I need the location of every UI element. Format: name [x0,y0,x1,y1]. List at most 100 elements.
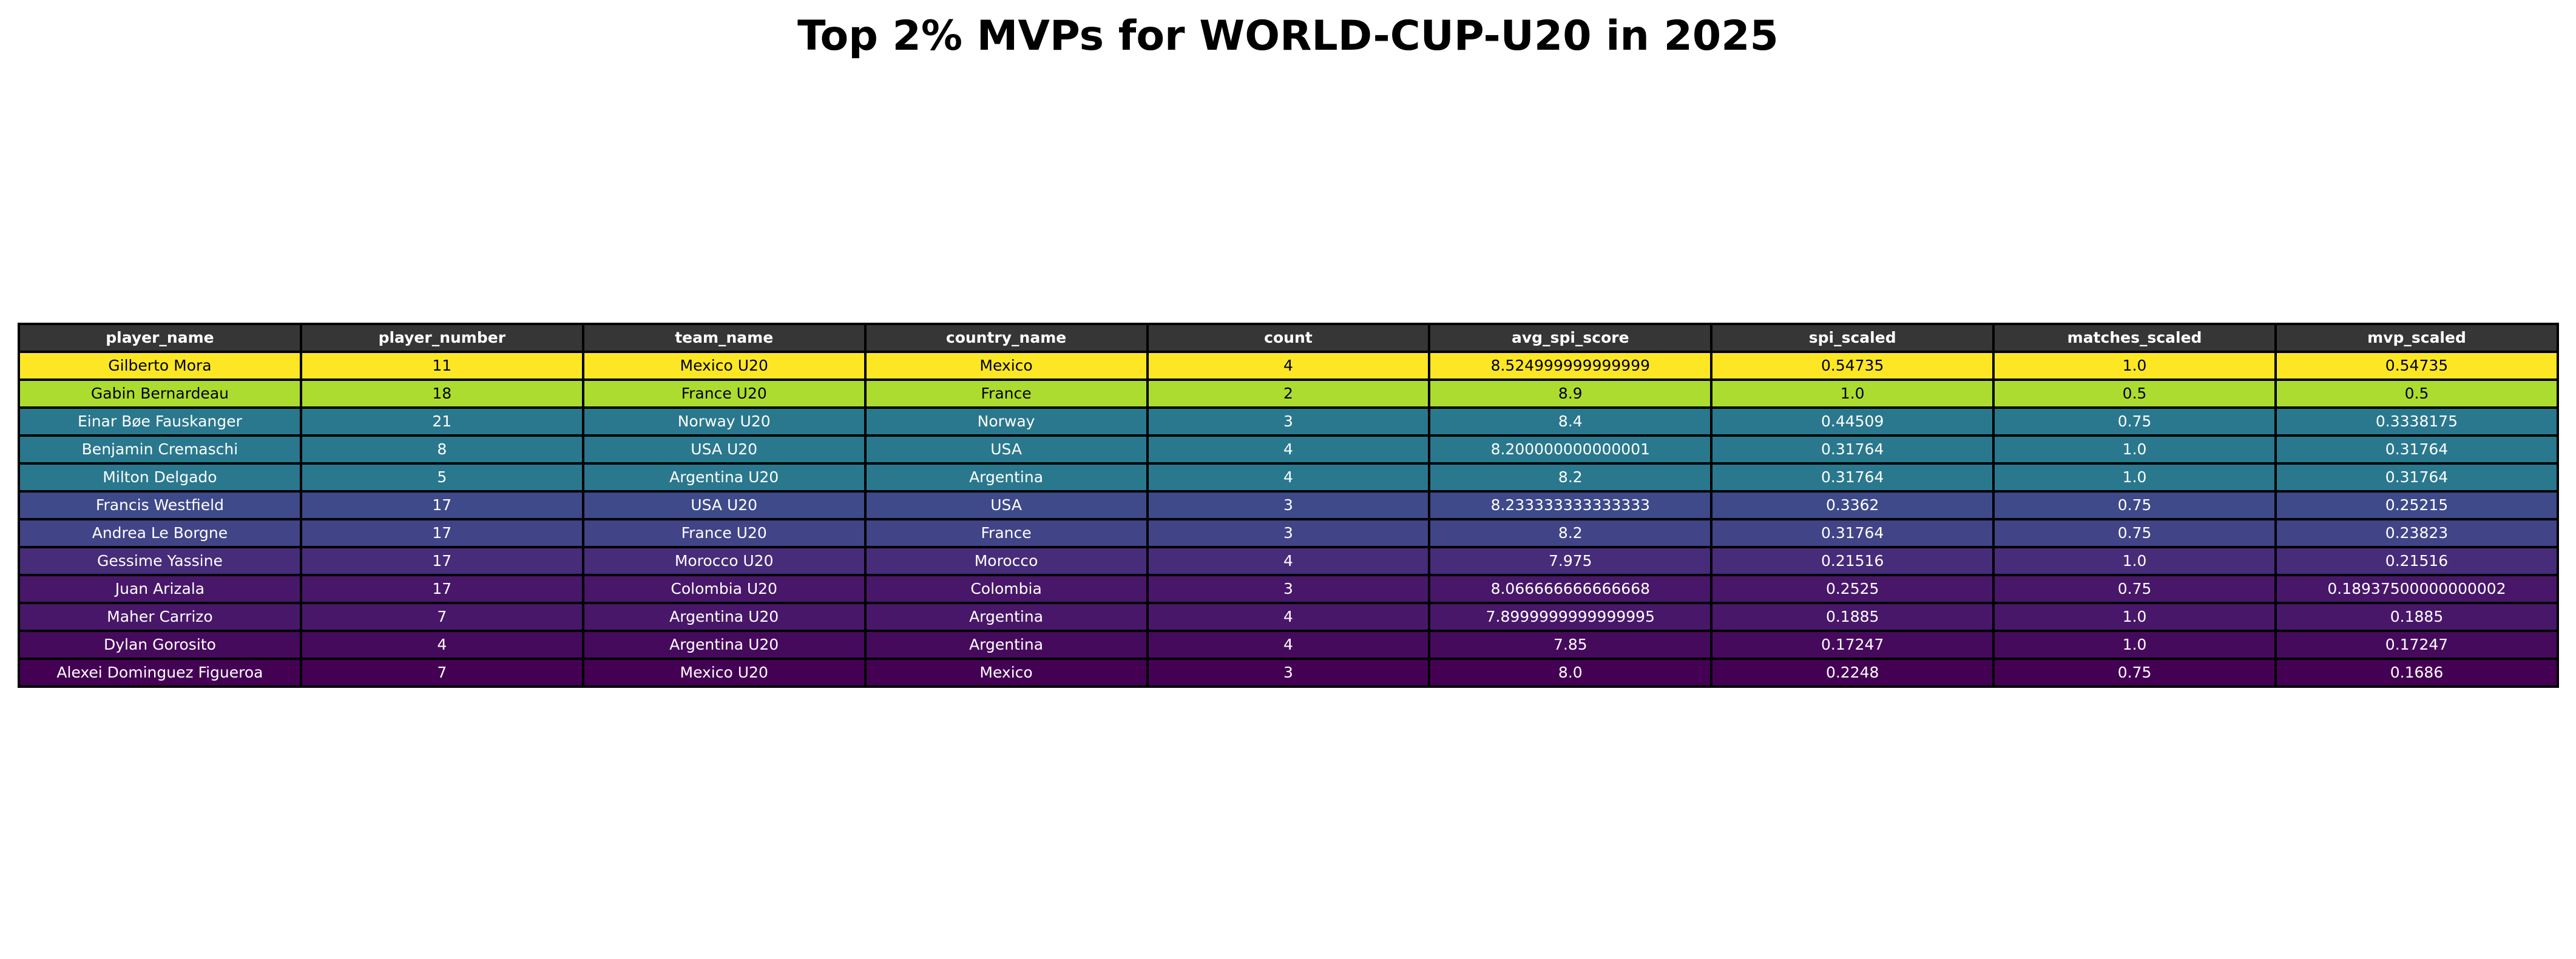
table-cell-mvp-scaled: 0.17247 [2274,630,2559,660]
table-row: Dylan Gorosito 4 Argentina U20 Argentina 4 7.… [18,630,2559,660]
table-cell-count: 2 [1146,379,1431,409]
table-cell-matches-scaled: 0.75 [1992,574,2277,604]
table-cell-player-name: Milton Delgado [18,462,302,493]
table-row: Gilberto Mora 11 Mexico U20 Mexico 4 8.524999… [18,351,2559,381]
table-cell-count: 3 [1146,658,1431,688]
table-cell-country-name: Mexico [864,351,1149,381]
table-cell-count: 3 [1146,406,1431,437]
table-row: Andrea Le Borgne 17 France U20 France 3 8.2 0.… [18,518,2559,548]
table-body: Gilberto Mora 11 Mexico U20 Mexico 4 8.524999… [18,351,2559,688]
table-cell-country-name: Argentina [864,602,1149,632]
table-cell-count: 4 [1146,462,1431,493]
table-cell-matches-scaled: 1.0 [1992,434,2277,465]
table-cell-matches-scaled: 1.0 [1992,351,2277,381]
table-cell-mvp-scaled: 0.23823 [2274,518,2559,548]
table-cell-matches-scaled: 1.0 [1992,602,2277,632]
table-row: Gabin Bernardeau 18 France U20 France 2 8.9 1.… [18,379,2559,409]
table-cell-mvp-scaled: 0.21516 [2274,546,2559,576]
table-cell-country-name: Morocco [864,546,1149,576]
table-cell-player-number: 17 [299,546,584,576]
table-row: Alexei Dominguez Figueroa 7 Mexico U20 Mexi… [18,658,2559,688]
column-header-player-name: player_name [18,323,302,353]
table-row: Einar Bøe Fauskanger 21 Norway U20 Norway 3 8… [18,406,2559,437]
table-cell-team-name: Mexico U20 [581,658,867,688]
table-cell-team-name: Colombia U20 [581,574,867,604]
table-cell-team-name: Argentina U20 [581,630,867,660]
table-cell-count: 4 [1146,630,1431,660]
table-cell-avg-spi-score: 8.9 [1428,379,1713,409]
table-cell-matches-scaled: 0.75 [1992,406,2277,437]
table-cell-avg-spi-score: 8.200000000000001 [1428,434,1713,465]
table-cell-team-name: Argentina U20 [581,462,867,493]
table-cell-spi-scaled: 0.31764 [1710,518,1995,548]
table-cell-player-name: Dylan Gorosito [18,630,302,660]
column-header-matches-scaled: matches_scaled [1992,323,2277,353]
table-cell-avg-spi-score: 8.0 [1428,658,1713,688]
table-cell-team-name: France U20 [581,518,867,548]
table-cell-avg-spi-score: 8.524999999999999 [1428,351,1713,381]
column-header-country-name: country_name [864,323,1149,353]
table-cell-player-number: 8 [299,434,584,465]
table-cell-player-name: Maher Carrizo [18,602,302,632]
table-row: Gessime Yassine 17 Morocco U20 Morocco 4 7.97… [18,546,2559,576]
table-cell-player-number: 17 [299,574,584,604]
column-header-team-name: team_name [581,323,867,353]
table-cell-count: 4 [1146,602,1431,632]
table-cell-country-name: Mexico [864,658,1149,688]
table-header: player_name player_number team_name country… [18,323,2559,353]
table-cell-matches-scaled: 1.0 [1992,462,2277,493]
mvp-table: player_name player_number team_name country… [18,323,2559,688]
table-cell-matches-scaled: 1.0 [1992,546,2277,576]
table-cell-team-name: Mexico U20 [581,351,867,381]
table-cell-spi-scaled: 0.3362 [1710,490,1995,520]
table-cell-player-name: Benjamin Cremaschi [18,434,302,465]
table-cell-player-number: 11 [299,351,584,381]
table-cell-matches-scaled: 0.75 [1992,658,2277,688]
table-cell-country-name: Colombia [864,574,1149,604]
table-row: Milton Delgado 5 Argentina U20 Argentina 4 8.… [18,462,2559,493]
mvp-table-container: player_name player_number team_name country… [18,323,2559,688]
table-cell-spi-scaled: 0.31764 [1710,462,1995,493]
table-cell-spi-scaled: 0.17247 [1710,630,1995,660]
table-cell-spi-scaled: 0.44509 [1710,406,1995,437]
table-cell-spi-scaled: 0.2248 [1710,658,1995,688]
table-cell-avg-spi-score: 8.2 [1428,462,1713,493]
table-cell-count: 3 [1146,518,1431,548]
table-row: Juan Arizala 17 Colombia U20 Colombia 3 8.066… [18,574,2559,604]
table-cell-count: 3 [1146,574,1431,604]
table-cell-avg-spi-score: 7.8999999999999995 [1428,602,1713,632]
table-cell-matches-scaled: 0.75 [1992,518,2277,548]
table-cell-country-name: France [864,379,1149,409]
table-cell-avg-spi-score: 7.85 [1428,630,1713,660]
table-row: Maher Carrizo 7 Argentina U20 Argentina 4 7.8… [18,602,2559,632]
table-cell-country-name: Argentina [864,630,1149,660]
table-cell-matches-scaled: 0.75 [1992,490,2277,520]
table-cell-player-name: Juan Arizala [18,574,302,604]
column-header-spi-scaled: spi_scaled [1710,323,1995,353]
column-header-mvp-scaled: mvp_scaled [2274,323,2559,353]
table-row: Benjamin Cremaschi 8 USA U20 USA 4 8.20000000… [18,434,2559,465]
table-cell-player-name: Gabin Bernardeau [18,379,302,409]
column-header-player-number: player_number [299,323,584,353]
table-cell-player-number: 4 [299,630,584,660]
table-cell-country-name: USA [864,490,1149,520]
chart-title: Top 2% MVPs for WORLD-CUP-U20 in 2025 [797,12,1779,60]
table-cell-team-name: USA U20 [581,490,867,520]
table-cell-team-name: Argentina U20 [581,602,867,632]
column-header-avg-spi-score: avg_spi_score [1428,323,1713,353]
table-cell-avg-spi-score: 8.233333333333333 [1428,490,1713,520]
table-cell-spi-scaled: 0.2525 [1710,574,1995,604]
table-cell-avg-spi-score: 8.4 [1428,406,1713,437]
table-cell-matches-scaled: 0.5 [1992,379,2277,409]
table-cell-player-number: 17 [299,490,584,520]
table-cell-team-name: France U20 [581,379,867,409]
table-cell-team-name: Norway U20 [581,406,867,437]
table-cell-mvp-scaled: 0.1686 [2274,658,2559,688]
table-cell-matches-scaled: 1.0 [1992,630,2277,660]
table-cell-avg-spi-score: 8.2 [1428,518,1713,548]
table-cell-player-number: 7 [299,602,584,632]
table-cell-mvp-scaled: 0.5 [2274,379,2559,409]
table-cell-player-name: Andrea Le Borgne [18,518,302,548]
table-cell-player-number: 5 [299,462,584,493]
table-cell-mvp-scaled: 0.54735 [2274,351,2559,381]
